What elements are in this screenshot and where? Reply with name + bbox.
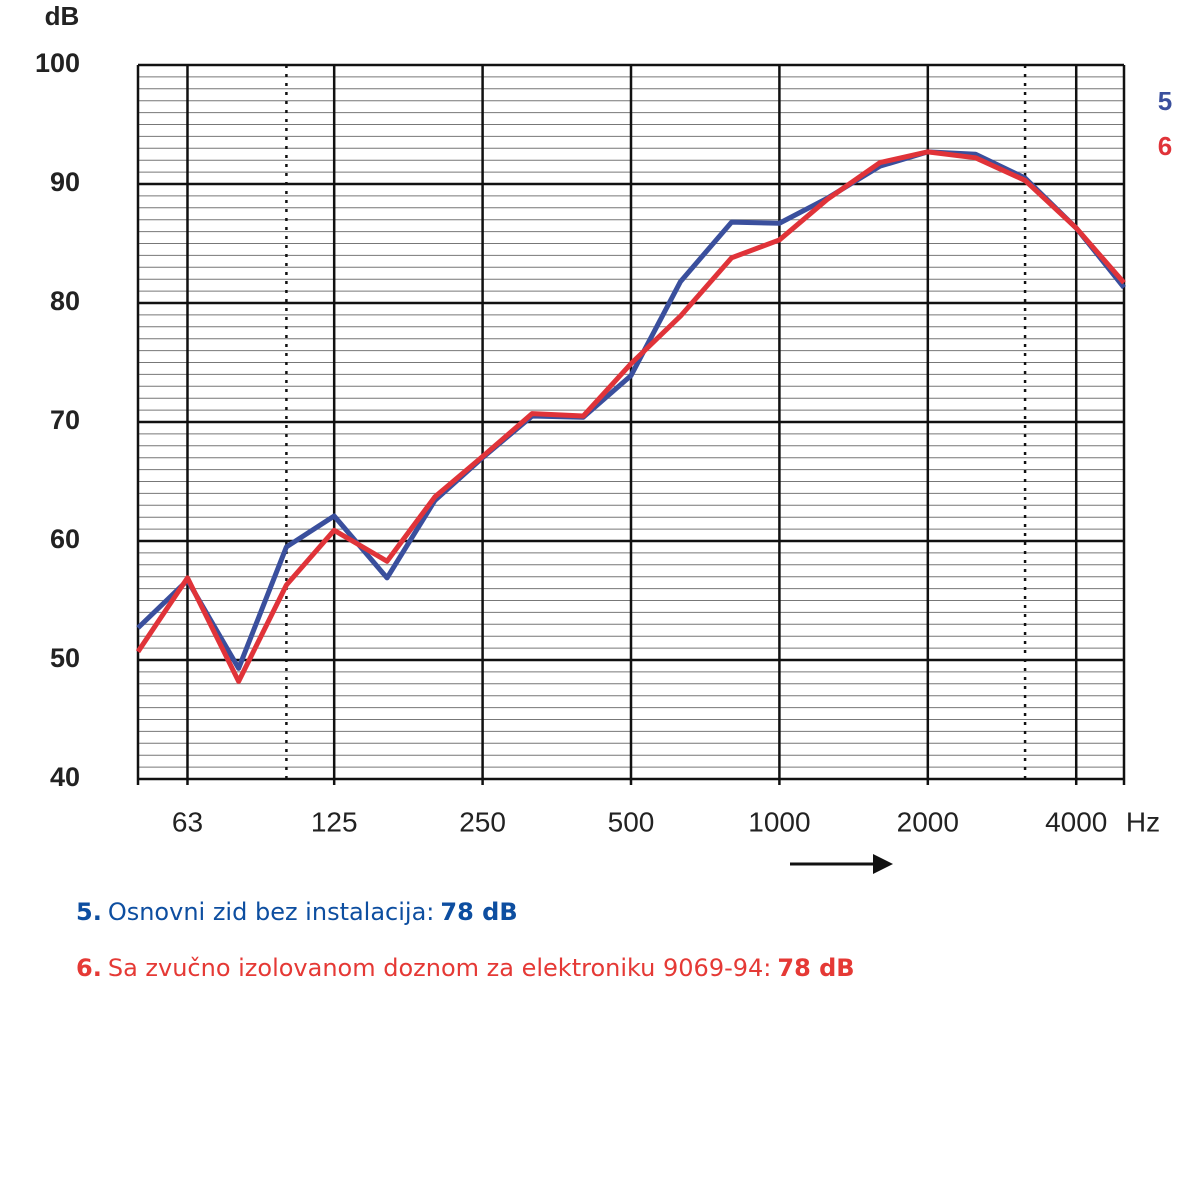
x-tick-label: 250 — [459, 806, 506, 837]
caption-number: 5. — [76, 898, 102, 926]
y-tick-label: 90 — [50, 167, 80, 197]
x-tick-label: 500 — [608, 806, 655, 837]
caption-text: Sa zvučno izolovanom doznom za elektroni… — [107, 954, 772, 982]
y-tick-label: 70 — [50, 405, 80, 435]
y-tick-label: 80 — [50, 286, 80, 316]
x-tick-label: 125 — [311, 806, 358, 837]
y-tick-label: 100 — [35, 48, 80, 78]
caption-number: 6. — [76, 954, 102, 982]
x-tick-label: 2000 — [897, 806, 959, 837]
y-tick-label: 50 — [50, 643, 80, 673]
x-tick-label: 1000 — [748, 806, 810, 837]
x-tick-label: 63 — [172, 806, 203, 837]
caption-text: Osnovni zid bez instalacija: — [107, 898, 435, 926]
x-tick-label: 4000 — [1045, 806, 1107, 837]
legend-label: 5 — [1158, 86, 1172, 116]
y-axis-label: dB — [45, 1, 80, 31]
caption: 6. Sa zvučno izolovanom doznom za elektro… — [76, 954, 855, 982]
series-line — [135, 149, 1126, 684]
arrow-head — [873, 854, 893, 874]
caption: 5. Osnovni zid bez instalacija: 78 dB — [76, 898, 518, 926]
caption-value: 78 dB — [440, 898, 518, 926]
x-axis-label: Hz — [1126, 806, 1160, 837]
caption-value: 78 dB — [777, 954, 855, 982]
legend-label: 6 — [1158, 131, 1172, 161]
y-tick-label: 60 — [50, 524, 80, 554]
y-tick-label: 40 — [50, 762, 80, 792]
